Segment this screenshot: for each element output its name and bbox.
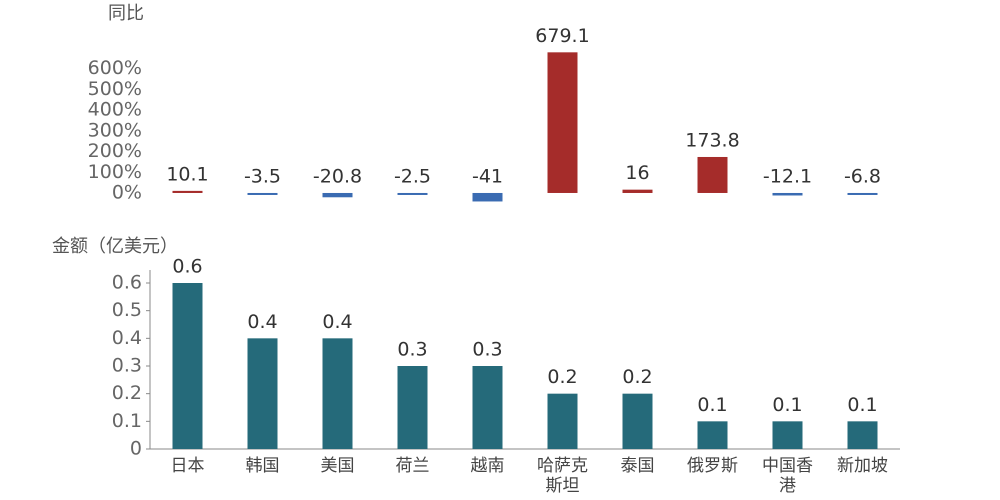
y-tick-label: 400% bbox=[88, 99, 142, 121]
data-label: 0.1 bbox=[697, 394, 727, 416]
x-tick-label: 俄罗斯 bbox=[687, 456, 738, 476]
data-label: -6.8 bbox=[844, 165, 881, 187]
bar bbox=[697, 156, 728, 193]
x-tick-label: 哈萨克斯坦 bbox=[537, 456, 588, 496]
data-label: 0.2 bbox=[547, 366, 577, 388]
y-tick-label: 200% bbox=[88, 140, 142, 162]
bar bbox=[547, 52, 578, 193]
bar bbox=[622, 189, 653, 193]
bar bbox=[172, 283, 203, 449]
data-label: 679.1 bbox=[535, 25, 589, 47]
x-tick-label: 美国 bbox=[321, 456, 355, 476]
y-tick-label: 0.4 bbox=[112, 327, 142, 349]
data-label: 16 bbox=[625, 162, 649, 184]
data-label: 10.1 bbox=[166, 163, 208, 185]
bar bbox=[622, 393, 653, 449]
x-tick-label: 越南 bbox=[471, 456, 505, 476]
bar bbox=[397, 192, 428, 195]
data-label: -3.5 bbox=[244, 165, 281, 187]
y-tick-label: 300% bbox=[88, 119, 142, 141]
y-tick-label: 0% bbox=[112, 181, 142, 203]
data-label: 0.3 bbox=[397, 339, 427, 361]
data-label: 0.4 bbox=[322, 311, 352, 333]
bar bbox=[172, 190, 203, 193]
x-tick-label: 新加坡 bbox=[837, 456, 888, 476]
y-tick-label: 500% bbox=[88, 78, 142, 100]
data-label: 0.6 bbox=[172, 256, 202, 278]
data-label: 173.8 bbox=[685, 129, 739, 151]
data-label: -41 bbox=[472, 165, 503, 187]
y-tick-label: 0.1 bbox=[112, 410, 142, 432]
bar bbox=[847, 421, 878, 449]
x-tick-label: 荷兰 bbox=[396, 456, 430, 476]
bar bbox=[772, 421, 803, 449]
data-label: 0.4 bbox=[247, 311, 277, 333]
x-tick-label: 泰国 bbox=[621, 456, 655, 476]
y-tick-label: 0.3 bbox=[112, 355, 142, 377]
y-tick-label: 100% bbox=[88, 161, 142, 183]
bar bbox=[247, 192, 278, 195]
data-label: 0.2 bbox=[622, 366, 652, 388]
bar bbox=[847, 192, 878, 195]
data-label: -20.8 bbox=[313, 165, 362, 187]
bar bbox=[397, 366, 428, 449]
data-label: 0.3 bbox=[472, 339, 502, 361]
y-tick-label: 0.5 bbox=[112, 299, 142, 321]
y-tick-label: 600% bbox=[88, 57, 142, 79]
y-tick-label: 0.2 bbox=[112, 382, 142, 404]
bar bbox=[547, 393, 578, 449]
data-label: -12.1 bbox=[763, 165, 812, 187]
data-label: -2.5 bbox=[394, 165, 431, 187]
bar bbox=[322, 338, 353, 449]
data-label: 0.1 bbox=[847, 394, 877, 416]
bar bbox=[697, 421, 728, 449]
x-tick-label: 中国香港 bbox=[762, 456, 813, 496]
x-tick-label: 韩国 bbox=[246, 456, 280, 476]
bar bbox=[772, 192, 803, 196]
bar bbox=[247, 338, 278, 449]
bar bbox=[472, 192, 503, 202]
y-tick-label: 0 bbox=[130, 438, 142, 460]
y-tick-label: 0.6 bbox=[112, 272, 142, 294]
bar bbox=[472, 366, 503, 449]
x-tick-label: 日本 bbox=[171, 456, 205, 476]
data-label: 0.1 bbox=[772, 394, 802, 416]
bar bbox=[322, 192, 353, 198]
chart-title: 同比 bbox=[108, 3, 144, 24]
chart-title: 金额（亿美元） bbox=[52, 236, 178, 257]
